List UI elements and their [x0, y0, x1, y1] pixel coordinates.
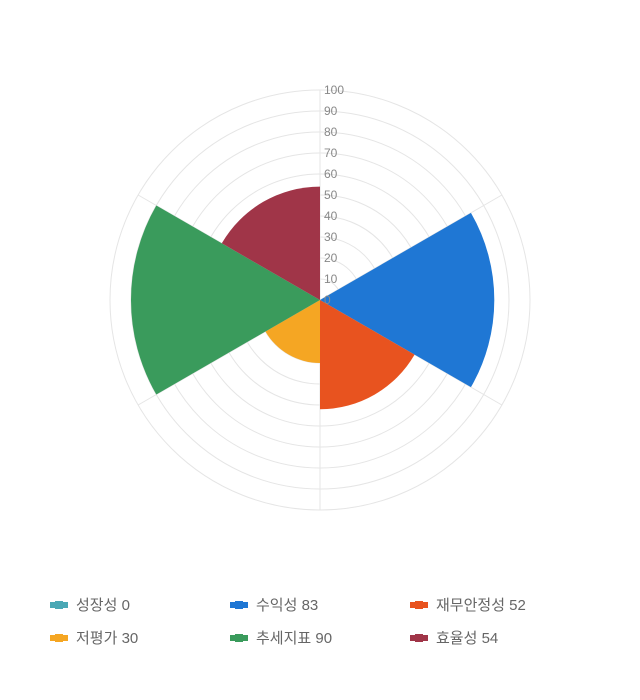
chart-legend: 성장성 0 수익성 83 재무안정성 52 저평가 30 추세지표 90 효율성 54: [50, 594, 590, 660]
legend-item: 저평가 30: [50, 627, 230, 648]
ytick-label: 10: [324, 272, 338, 286]
legend-label: 추세지표 90: [256, 627, 332, 648]
legend-item: 재무안정성 52: [410, 594, 590, 615]
ytick-label: 80: [324, 125, 338, 139]
ytick-label: 20: [324, 251, 338, 265]
legend-label: 재무안정성 52: [436, 594, 526, 615]
ytick-label: 0: [324, 293, 331, 307]
ytick-label: 50: [324, 188, 338, 202]
legend-label: 저평가 30: [76, 627, 138, 648]
legend-marker: [410, 602, 428, 608]
legend-label: 수익성 83: [256, 594, 318, 615]
polar-chart-svg: 0 10 20 30 40 50 60 70 80 90 100: [0, 0, 640, 560]
legend-marker: [50, 602, 68, 608]
legend-item: 효율성 54: [410, 627, 590, 648]
legend-marker: [50, 635, 68, 641]
legend-marker: [230, 602, 248, 608]
polar-chart-container: 0 10 20 30 40 50 60 70 80 90 100 성장성 0 수익성 83 재무안정성 …: [0, 0, 640, 700]
ytick-label: 60: [324, 167, 338, 181]
legend-marker: [230, 635, 248, 641]
legend-marker: [410, 635, 428, 641]
ytick-label: 30: [324, 230, 338, 244]
legend-label: 성장성 0: [76, 594, 130, 615]
legend-label: 효율성 54: [436, 627, 498, 648]
ytick-label: 70: [324, 146, 338, 160]
ytick-label: 100: [324, 83, 344, 97]
legend-item: 추세지표 90: [230, 627, 410, 648]
ytick-label: 40: [324, 209, 338, 223]
legend-item: 수익성 83: [230, 594, 410, 615]
legend-item: 성장성 0: [50, 594, 230, 615]
ytick-label: 90: [324, 104, 338, 118]
